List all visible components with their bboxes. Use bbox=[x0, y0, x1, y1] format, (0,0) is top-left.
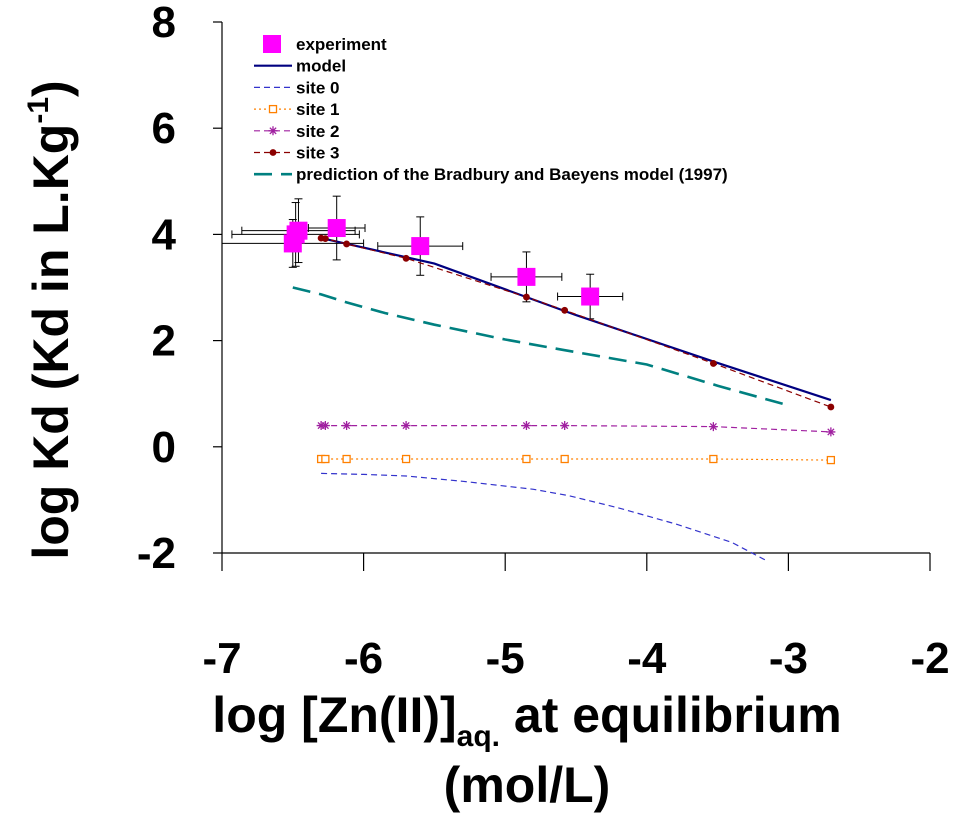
experiment-point bbox=[517, 267, 536, 286]
legend-item-experiment: experiment bbox=[263, 35, 387, 54]
y-tick-label: -2 bbox=[137, 529, 176, 578]
series-layer bbox=[221, 195, 836, 562]
site-1-point bbox=[401, 454, 411, 464]
site-0-line bbox=[321, 472, 768, 562]
series-prediction-of-the-bradbury-and-baeyens-model-1997 bbox=[292, 286, 789, 407]
legend-marker bbox=[268, 104, 278, 114]
site-2-point bbox=[521, 421, 531, 431]
site-3-point bbox=[321, 235, 329, 243]
x-tick-label: -7 bbox=[202, 634, 241, 683]
legend: experiment model site 0 site 1 site 2 site 3 p… bbox=[254, 35, 728, 184]
site-2-line bbox=[321, 425, 831, 433]
legend-marker bbox=[268, 126, 278, 136]
legend-label: site 3 bbox=[296, 144, 339, 163]
site-1-point bbox=[709, 454, 718, 464]
site-3-point bbox=[827, 403, 835, 411]
legend-item-model: model bbox=[254, 57, 346, 76]
legend-label: model bbox=[296, 57, 346, 76]
site-2-point bbox=[826, 427, 836, 437]
legend-marker bbox=[269, 149, 277, 156]
x-tick-label: -5 bbox=[486, 634, 525, 683]
legend-label: prediction of the Bradbury and Baeyens m… bbox=[296, 165, 728, 184]
site-3-point bbox=[402, 254, 410, 262]
legend-item-site-1: site 1 bbox=[254, 100, 339, 119]
legend-item-site-2: site 2 bbox=[254, 122, 339, 141]
site-3-point bbox=[343, 240, 351, 248]
model-line bbox=[320, 237, 832, 402]
site-3-point bbox=[709, 360, 717, 367]
legend-label: site 0 bbox=[296, 78, 339, 97]
series-site-1 bbox=[316, 454, 836, 465]
series-model bbox=[320, 237, 832, 402]
site-2-point bbox=[401, 421, 411, 431]
prediction-of-the-bradbury-and-baeyens-model-1997-line bbox=[292, 286, 789, 407]
legend-item-prediction-of-the-bradbury-and-baeyens-model-1997: prediction of the Bradbury and Baeyens m… bbox=[254, 165, 728, 184]
x-axis-title: log [Zn(II)]aq. at equilibrium bbox=[212, 687, 841, 753]
x-tick-label: -4 bbox=[627, 634, 667, 683]
series-site-0 bbox=[321, 472, 768, 562]
x-tick-label: -2 bbox=[910, 634, 949, 683]
y-tick-label: 4 bbox=[152, 210, 177, 259]
experiment-point bbox=[411, 237, 430, 256]
experiment-point bbox=[581, 287, 600, 306]
site-3-point bbox=[561, 306, 569, 314]
legend-label: site 2 bbox=[296, 122, 339, 141]
experiment-point bbox=[289, 221, 308, 240]
legend-item-site-3: site 3 bbox=[254, 144, 339, 163]
y-tick-label: 8 bbox=[152, 0, 176, 47]
site-1-point bbox=[321, 454, 330, 464]
legend-swatch bbox=[263, 35, 281, 53]
axes: -2 0 2 4 6 8 -7 -6 -5 -4 -3 -2 bbox=[137, 0, 950, 683]
site-2-point bbox=[560, 421, 570, 431]
site-2-point bbox=[708, 422, 718, 432]
legend-label: experiment bbox=[296, 35, 387, 54]
legend-item-site-0: site 0 bbox=[254, 78, 339, 97]
site-3-point bbox=[523, 293, 530, 301]
site-2-point bbox=[320, 421, 330, 431]
y-tick-label: 6 bbox=[152, 104, 176, 153]
y-tick-label: 2 bbox=[152, 317, 176, 366]
site-1-point bbox=[342, 454, 351, 464]
legend-label: site 1 bbox=[296, 100, 339, 119]
site-1-point bbox=[826, 455, 836, 465]
x-tick-label: -3 bbox=[769, 634, 808, 683]
x-axis-title-line2: (mol/L) bbox=[444, 757, 611, 813]
site-1-point bbox=[522, 454, 531, 464]
site-1-line bbox=[321, 458, 831, 461]
site-2-point bbox=[342, 421, 352, 431]
site-3-line bbox=[321, 237, 832, 408]
y-axis-title: log Kd (Kd in L.Kg-1) bbox=[22, 80, 79, 559]
series-experiment bbox=[221, 195, 624, 320]
experiment-point bbox=[327, 219, 346, 238]
series-site-2 bbox=[316, 421, 836, 437]
site-1-point bbox=[560, 454, 569, 464]
y-tick-label: 0 bbox=[152, 423, 176, 472]
x-tick-label: -6 bbox=[344, 634, 383, 683]
series-site-3 bbox=[317, 234, 835, 411]
